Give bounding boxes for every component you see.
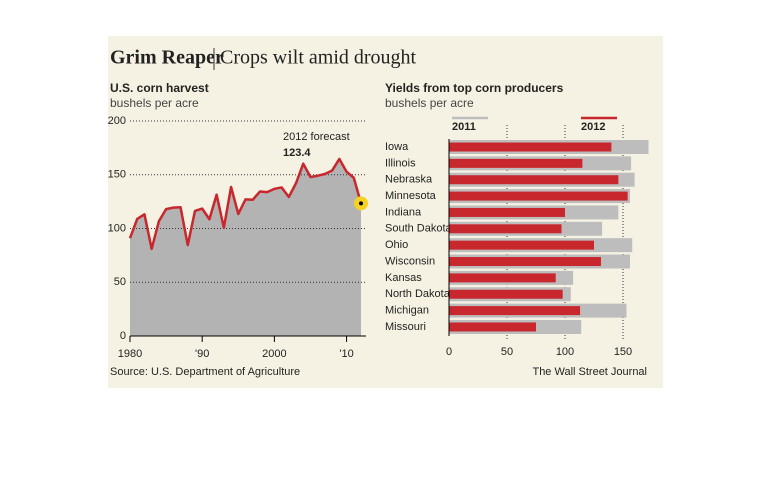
bar [449, 240, 594, 250]
chart-title: Yields from top corn producers [385, 81, 564, 95]
category-label: South Dakota [385, 223, 453, 235]
x-tick-label: '90 [195, 348, 209, 360]
category-label: Minnesota [385, 190, 437, 202]
bar [449, 142, 612, 152]
bar [449, 175, 619, 185]
category-label: Illinois [385, 157, 416, 169]
bar [449, 191, 628, 201]
chart-title: U.S. corn harvest [110, 81, 209, 95]
x-tick-label: 1980 [118, 348, 142, 360]
y-tick-label: 100 [108, 222, 126, 234]
y-tick-label: 50 [114, 276, 126, 288]
point [359, 201, 363, 206]
bar [449, 257, 601, 267]
category-label: Indiana [385, 206, 422, 218]
legend-label: 2012 [581, 121, 605, 133]
category-label: North Dakota [385, 288, 451, 300]
y-tick-label: 0 [120, 330, 126, 342]
bar [449, 224, 562, 234]
category-label: Michigan [385, 305, 429, 317]
line [128, 157, 363, 251]
y-tick-label: 150 [108, 169, 126, 181]
bar [449, 306, 581, 316]
category-label: Wisconsin [385, 255, 435, 267]
chart-subtitle: bushels per acre [110, 96, 199, 110]
y-tick-label: 200 [108, 115, 126, 127]
x-tick-label: 0 [446, 346, 452, 358]
legend-label: 2011 [452, 121, 476, 133]
x-tick-label: '10 [339, 348, 353, 360]
chart-subtitle: bushels per acre [385, 96, 474, 110]
title: Grim Reaper [110, 47, 224, 69]
subtitle: Crops wilt amid drought [220, 47, 417, 69]
bar [449, 289, 563, 299]
source: Source: U.S. Department of Agriculture [110, 366, 300, 378]
x-tick-label: 100 [556, 346, 574, 358]
bar [449, 322, 536, 332]
credit: The Wall Street Journal [532, 366, 647, 378]
category-label: Iowa [385, 141, 409, 153]
x-tick-label: 150 [614, 346, 632, 358]
area [130, 158, 361, 336]
bar [449, 207, 565, 217]
annotation: 2012 forecast [283, 131, 350, 143]
bar [449, 158, 583, 168]
bar [449, 273, 556, 283]
category-label: Missouri [385, 321, 426, 333]
category-label: Nebraska [385, 174, 433, 186]
category-label: Ohio [385, 239, 408, 251]
x-tick-label: 50 [501, 346, 513, 358]
data-label: 123.4 [283, 147, 311, 159]
x-tick-label: 2000 [262, 348, 286, 360]
category-label: Kansas [385, 272, 422, 284]
